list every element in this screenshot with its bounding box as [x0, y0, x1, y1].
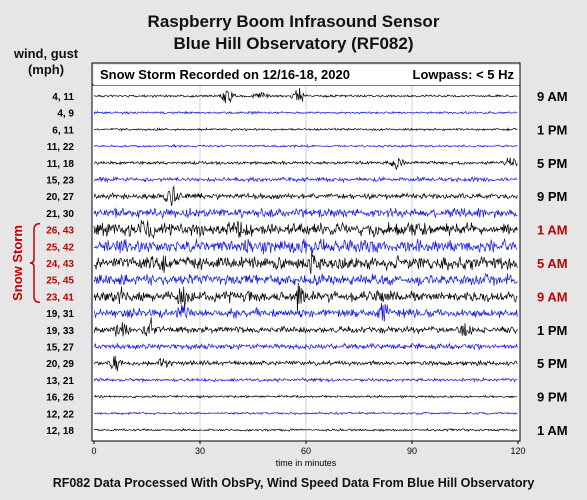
time-label: 1 AM: [537, 223, 568, 238]
trace-row-18: [93, 394, 518, 399]
trace-row-14: [93, 317, 518, 337]
time-label: 9 AM: [537, 89, 568, 104]
time-label: 5 PM: [537, 356, 567, 371]
trace-row-7: [93, 207, 518, 220]
grid-lines: [92, 85, 520, 441]
wind-label: 24, 43: [46, 259, 74, 270]
trace-layer: [93, 87, 518, 433]
wind-label: 25, 45: [46, 276, 74, 287]
time-label: 9 PM: [537, 390, 567, 405]
x-tick-label: 60: [301, 446, 311, 456]
inner-title: Snow Storm Recorded on 12/16-18, 2020: [100, 67, 350, 82]
trace-row-6: [93, 185, 518, 206]
x-tick-label: 120: [510, 446, 525, 456]
x-axis-ticks: 0 30 60 90 120: [91, 441, 526, 456]
storm-label: Snow Storm: [10, 225, 25, 301]
wind-header-unit: (mph): [27, 62, 65, 77]
time-label: 9 AM: [537, 289, 568, 304]
wind-label: 12, 22: [46, 409, 74, 420]
time-label: 9 PM: [537, 189, 567, 204]
wind-label: 23, 41: [46, 292, 74, 303]
time-label: 1 AM: [537, 423, 568, 438]
wind-label: 20, 29: [46, 359, 74, 370]
chart-title-line2: Blue Hill Observatory (RF082): [173, 34, 414, 53]
trace-row-20: [93, 427, 518, 433]
trace-row-5: [93, 175, 518, 184]
trace-row-13: [93, 302, 518, 322]
trace-row-3: [93, 143, 518, 149]
inner-title-background: [94, 65, 520, 85]
trace-row-4: [94, 157, 518, 171]
x-tick-label: 30: [195, 446, 205, 456]
time-label: 1 PM: [537, 323, 567, 338]
trace-row-10: [93, 250, 518, 274]
wind-label: 20, 27: [46, 192, 74, 203]
trace-row-9: [94, 238, 518, 255]
wind-label: 19, 31: [46, 309, 74, 320]
storm-brace: [29, 222, 41, 304]
time-label: 5 AM: [537, 256, 568, 271]
x-tick-label: 0: [91, 446, 96, 456]
wind-label: 6, 11: [52, 125, 74, 136]
x-tick-label: 90: [407, 446, 417, 456]
wind-label: 11, 22: [47, 142, 75, 153]
storm-annotation: Snow Storm: [10, 222, 41, 304]
trace-row-15: [93, 342, 518, 351]
trace-row-12: [93, 282, 518, 314]
x-axis-label: time in minutes: [276, 458, 337, 468]
chart-title-line1: Raspberry Boom Infrasound Sensor: [147, 12, 440, 31]
trace-row-11: [93, 272, 518, 287]
wind-header: wind, gust: [13, 46, 79, 61]
trace-row-16: [93, 355, 518, 372]
trace-row-8: [93, 220, 518, 239]
wind-label: 11, 18: [47, 159, 75, 170]
trace-row-17: [93, 376, 518, 383]
wind-label: 19, 33: [46, 326, 74, 337]
trace-row-0: [93, 87, 518, 104]
wind-label: 13, 21: [46, 376, 74, 387]
filter-label: Lowpass: < 5 Hz: [413, 67, 515, 82]
time-label: 5 PM: [537, 156, 567, 171]
wind-labels: 4, 11 4, 9 6, 11 11, 22 11, 18 15, 23 20, 27 21…: [46, 92, 74, 437]
trace-row-2: [94, 127, 518, 132]
time-labels: 9 AM 1 PM 5 PM 9 PM 1 AM 5 AM 9 AM 1 PM 5 PM 9 PM…: [537, 89, 568, 438]
wind-label: 4, 9: [57, 109, 74, 120]
wind-label: 26, 43: [46, 226, 74, 237]
wind-label: 4, 11: [52, 92, 74, 103]
wind-label: 12, 18: [46, 426, 74, 437]
time-label: 1 PM: [537, 122, 567, 137]
wind-label: 15, 23: [46, 176, 74, 187]
trace-row-1: [93, 110, 518, 115]
wind-label: 16, 26: [46, 393, 74, 404]
wind-label: 25, 42: [46, 242, 74, 253]
wind-label: 21, 30: [46, 209, 74, 220]
footer-credit: RF082 Data Processed With ObsPy, Wind Sp…: [52, 476, 535, 490]
wind-label: 15, 27: [46, 343, 74, 354]
trace-row-19: [93, 411, 518, 416]
